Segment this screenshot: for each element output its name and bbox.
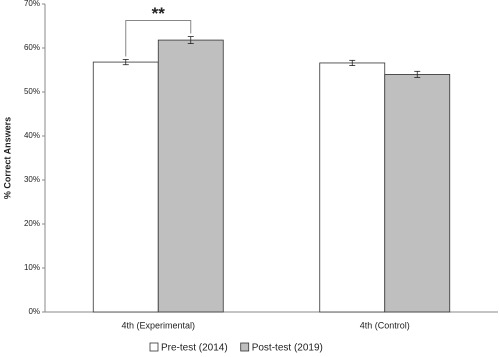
significance-bracket	[125, 20, 192, 57]
error-bar	[414, 70, 421, 78]
x-tick-label: 4th (Control)	[360, 320, 410, 330]
y-tick-label: 30%	[24, 175, 40, 184]
y-tick-label: 60%	[24, 43, 40, 52]
y-axis-title: % Correct Answers	[2, 117, 12, 199]
y-tick-label: 0%	[28, 307, 40, 316]
legend-label: Post-test (2019)	[252, 343, 323, 354]
error-bar	[349, 59, 356, 66]
y-tick-label: 40%	[24, 131, 40, 140]
legend-swatch	[240, 342, 250, 352]
error-bar	[187, 36, 194, 44]
legend-swatch	[149, 342, 159, 352]
y-tick-label: 10%	[24, 263, 40, 272]
y-tick-label: 70%	[24, 0, 40, 8]
x-tick-label: 4th (Experimental)	[121, 320, 195, 330]
bar	[384, 74, 451, 313]
legend-label: Pre-test (2014)	[161, 343, 228, 354]
bar	[157, 39, 224, 313]
bar	[92, 61, 159, 313]
y-tick-label: 50%	[24, 87, 40, 96]
y-tick-label: 20%	[24, 219, 40, 228]
bar	[319, 62, 386, 313]
error-bar	[122, 59, 129, 66]
significance-label: **	[152, 4, 166, 23]
